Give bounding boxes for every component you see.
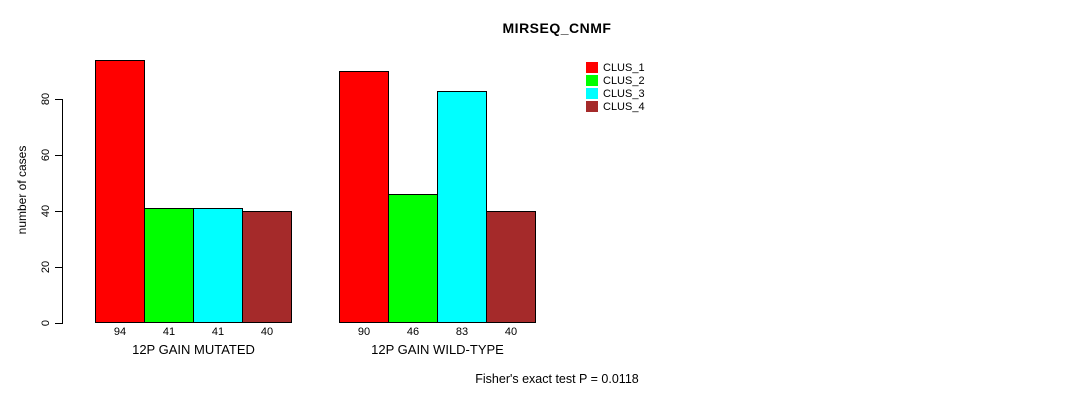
legend-row-clus_4: CLUS_4 — [586, 100, 645, 113]
bar-clus_1-group2 — [339, 71, 389, 323]
bar-clus_3-group1 — [193, 208, 243, 323]
legend-label: CLUS_1 — [603, 61, 645, 74]
bar-value-label: 46 — [406, 326, 420, 338]
legend-swatch-icon — [586, 101, 598, 112]
bar-clus_3-group2 — [437, 91, 487, 323]
legend-swatch-icon — [586, 88, 598, 99]
y-axis-line — [62, 99, 63, 324]
y-tick-label: 20 — [40, 260, 52, 274]
legend-row-clus_2: CLUS_2 — [586, 74, 645, 87]
bar-clus_2-group2 — [388, 194, 438, 323]
y-tick-label: 40 — [40, 204, 52, 218]
legend-label: CLUS_4 — [603, 100, 645, 113]
y-tick-label: 60 — [40, 148, 52, 162]
legend-label: CLUS_3 — [603, 87, 645, 100]
bar-value-label: 40 — [504, 326, 518, 338]
y-tick-mark — [55, 323, 62, 324]
legend-label: CLUS_2 — [603, 74, 645, 87]
bar-value-label: 94 — [113, 326, 127, 338]
group-label-1: 12P GAIN MUTATED — [132, 342, 255, 357]
y-tick-mark — [55, 267, 62, 268]
y-tick-mark — [55, 155, 62, 156]
bar-value-label: 41 — [162, 326, 176, 338]
legend-row-clus_1: CLUS_1 — [586, 61, 645, 74]
bar-value-label: 83 — [455, 326, 469, 338]
bar-value-label: 40 — [260, 326, 274, 338]
legend-swatch-icon — [586, 75, 598, 86]
chart-title: MIRSEQ_CNMF — [502, 20, 612, 36]
bar-clus_2-group1 — [144, 208, 194, 323]
y-tick-label: 0 — [40, 319, 52, 327]
legend-row-clus_3: CLUS_3 — [586, 87, 645, 100]
bar-clus_4-group1 — [242, 211, 292, 323]
y-tick-mark — [55, 211, 62, 212]
bar-value-label: 90 — [357, 326, 371, 338]
legend-swatch-icon — [586, 62, 598, 73]
y-axis-label: number of cases — [15, 145, 29, 235]
y-tick-mark — [55, 99, 62, 100]
y-tick-label: 80 — [40, 92, 52, 106]
legend: CLUS_1 CLUS_2 CLUS_3 CLUS_4 — [586, 61, 645, 113]
annotation-text: Fisher's exact test P = 0.0118 — [475, 372, 639, 386]
bar-clus_1-group1 — [95, 60, 145, 323]
bar-clus_4-group2 — [486, 211, 536, 323]
group-label-2: 12P GAIN WILD-TYPE — [371, 342, 504, 357]
bar-value-label: 41 — [211, 326, 225, 338]
